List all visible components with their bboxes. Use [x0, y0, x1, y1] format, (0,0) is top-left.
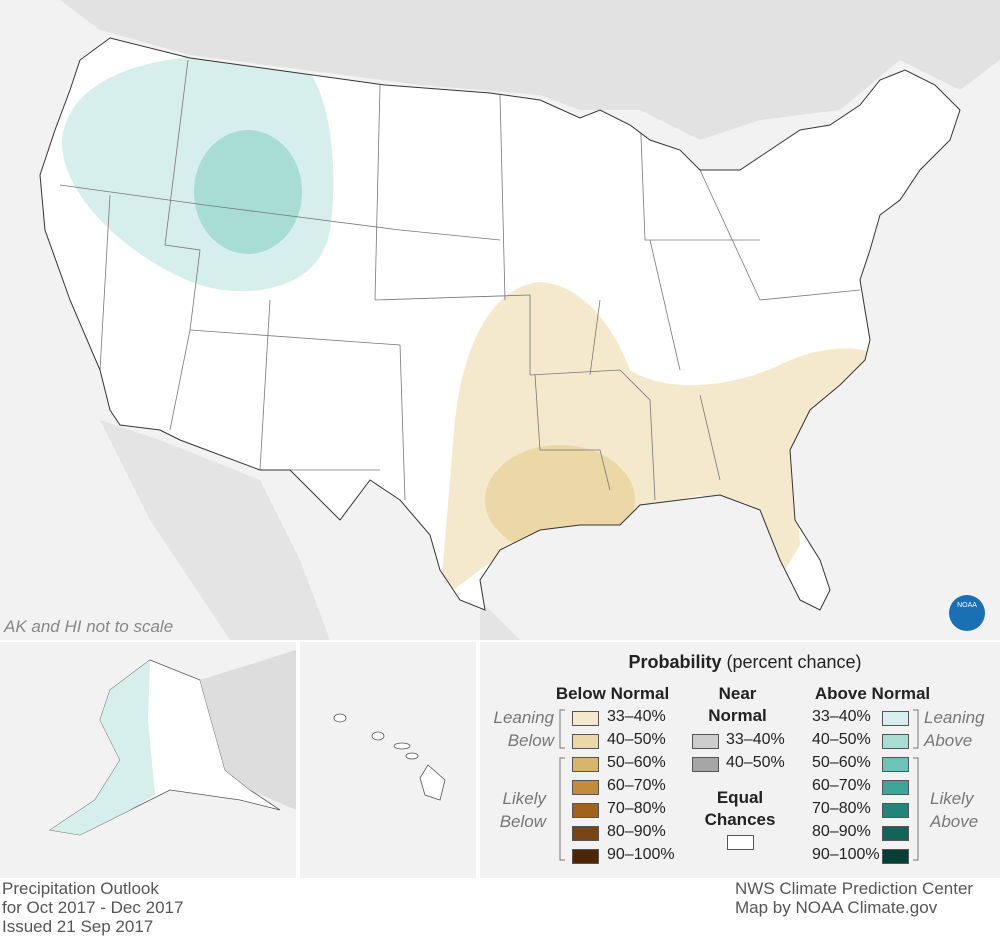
footer-line: Precipitation Outlook [2, 879, 159, 898]
likely-above-label: Likely Above [930, 789, 979, 831]
legend-title: Probability [628, 652, 722, 672]
below-swatch [572, 734, 599, 749]
footer-line: Map by NOAA Climate.gov [735, 898, 938, 917]
below-swatch [572, 757, 599, 772]
hawaii-panel [300, 642, 476, 878]
above-label: 60–70% [812, 777, 871, 794]
above-label: 70–80% [812, 800, 871, 817]
logo-text: NOAA [957, 602, 977, 609]
near-swatch [692, 734, 719, 749]
above-swatch [882, 757, 909, 772]
leaning-above-label: Leaning Above [924, 708, 985, 750]
above-label: 33–40% [812, 708, 871, 725]
below-label: 50–60% [607, 754, 666, 771]
alaska-leaning-above [50, 660, 155, 835]
below-label: 90–100% [607, 846, 675, 863]
scale-note: AK and HI not to scale [3, 617, 173, 636]
footer-right: NWS Climate Prediction Center Map by NOA… [735, 879, 973, 917]
near-label: 40–50% [726, 754, 785, 771]
leaning-above-40-area [194, 130, 302, 254]
above-heading: Above Normal [814, 684, 931, 703]
above-swatch [882, 849, 909, 864]
below-label: 33–40% [607, 708, 666, 725]
legend-subtitle: (percent chance) [726, 652, 862, 672]
footer-line: Issued 21 Sep 2017 [2, 917, 154, 936]
below-swatch [572, 826, 599, 841]
footer-left: Precipitation Outlook for Oct 2017 - Dec… [2, 879, 183, 936]
below-label: 60–70% [607, 777, 666, 794]
above-swatch [882, 711, 909, 726]
above-swatch [882, 803, 909, 818]
below-swatch [572, 849, 599, 864]
above-swatch [882, 734, 909, 749]
above-label: 50–60% [812, 754, 871, 771]
near-label: 33–40% [726, 731, 785, 748]
below-swatch [572, 803, 599, 818]
leaning-below-label: Leaning Below [493, 708, 554, 750]
equal-heading: Equal Chances [704, 788, 776, 829]
below-swatch [572, 780, 599, 795]
state-borders [59, 59, 861, 501]
above-swatch [882, 826, 909, 841]
footer-line: NWS Climate Prediction Center [735, 879, 974, 898]
canada [60, 0, 1000, 140]
mexico [100, 420, 330, 640]
below-label: 40–50% [607, 731, 666, 748]
canada-ak [200, 650, 296, 810]
below-swatch [572, 711, 599, 726]
above-swatch [882, 780, 909, 795]
near-heading: Near Normal [708, 684, 767, 725]
brackets [559, 709, 919, 861]
noaa-logo [949, 595, 985, 631]
above-label: 90–100% [812, 846, 880, 863]
above-label: 80–90% [812, 823, 871, 840]
equal-swatch [727, 835, 754, 850]
mexico-east [480, 600, 520, 640]
below-label: 80–90% [607, 823, 666, 840]
map: NOAA AK and HI not to scale [0, 0, 1000, 878]
legend-title-row: Probability (percent chance) [560, 652, 930, 673]
near-swatch [692, 757, 719, 772]
likely-below-label: Likely Below [499, 789, 546, 831]
hawaii [333, 713, 446, 801]
footer-line: for Oct 2017 - Dec 2017 [2, 898, 184, 917]
below-heading: Below Normal [555, 684, 670, 703]
below-label: 70–80% [607, 800, 666, 817]
above-label: 40–50% [812, 731, 871, 748]
